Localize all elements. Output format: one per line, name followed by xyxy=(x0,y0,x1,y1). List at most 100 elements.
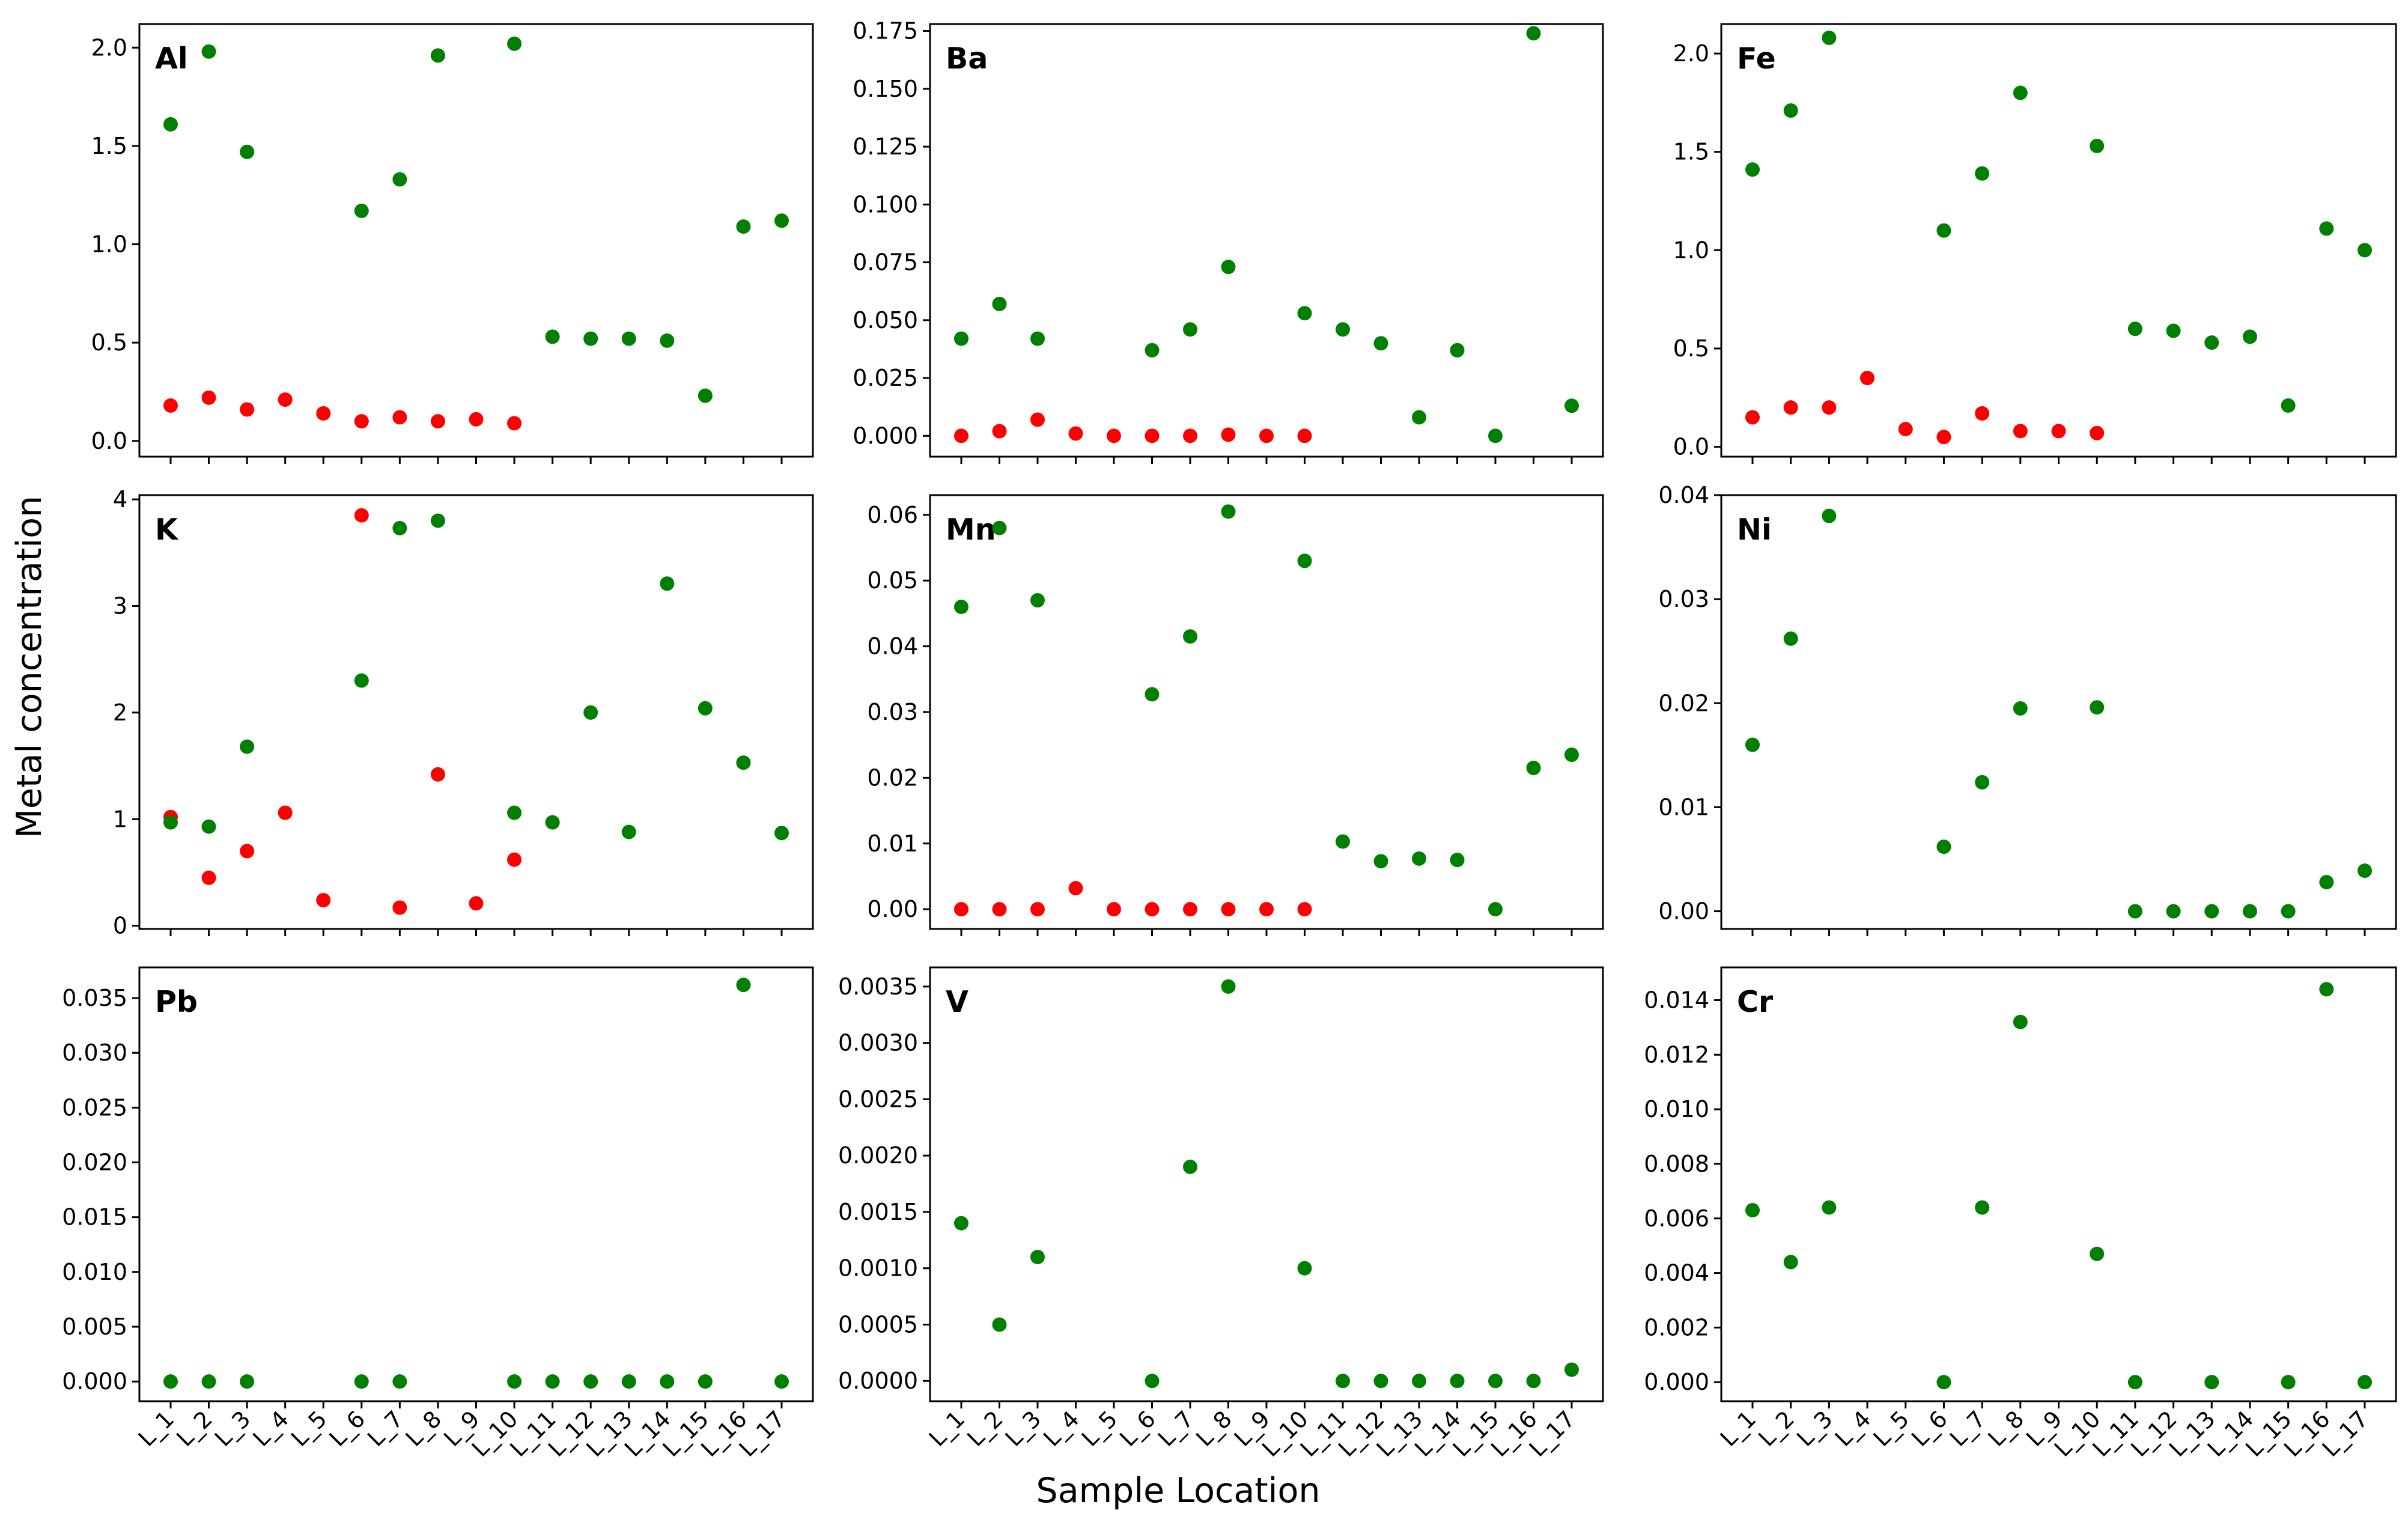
data-point-red xyxy=(1975,406,1990,421)
data-point-red xyxy=(1221,902,1236,917)
data-point-green xyxy=(1373,854,1388,869)
data-point-green xyxy=(507,805,522,820)
data-point-green xyxy=(430,48,445,63)
y-tick-label: 0.5 xyxy=(91,329,127,356)
data-point-green xyxy=(2090,1246,2105,1261)
y-tick-label: 0.004 xyxy=(1644,1260,1709,1286)
y-tick-label: 0.0 xyxy=(91,428,127,454)
data-point-green xyxy=(1183,322,1197,337)
data-point-red xyxy=(1068,881,1083,896)
data-point-red xyxy=(1107,902,1121,917)
data-point-green xyxy=(1145,687,1160,702)
y-tick-label: 1.5 xyxy=(91,133,127,159)
data-point-green xyxy=(1221,979,1236,994)
panel-pb: Pb 0.000 0.005 0.010 0.015 0.020 0.025 0.030 0.0… xyxy=(62,966,814,1462)
data-point-green xyxy=(1745,162,1760,177)
data-point-green xyxy=(2090,700,2105,715)
data-point-red xyxy=(507,852,522,867)
y-tick-label: 0.010 xyxy=(1644,1096,1709,1122)
data-point-red xyxy=(507,416,522,431)
data-point-red xyxy=(1068,426,1083,441)
y-tick-label: 0.0015 xyxy=(838,1199,918,1225)
y-tick-label: 0.0035 xyxy=(838,973,918,1000)
y-tick-label: 1.5 xyxy=(1673,139,1709,165)
data-point-green xyxy=(698,1374,713,1389)
data-point-red xyxy=(430,414,445,429)
panel-title: Mn xyxy=(946,513,996,547)
data-point-green xyxy=(1488,428,1503,443)
data-point-green xyxy=(2204,335,2219,350)
data-point-green xyxy=(1183,629,1197,644)
data-point-green xyxy=(736,755,751,770)
y-tick-label: 0 xyxy=(113,913,127,939)
data-point-green xyxy=(583,331,598,346)
panel-title: Al xyxy=(155,41,188,76)
y-tick-label: 0.025 xyxy=(62,1094,127,1121)
y-tick-label: 0.035 xyxy=(62,985,127,1011)
y-tick-label: 0.075 xyxy=(853,249,918,276)
y-tick-label: 0.02 xyxy=(1658,690,1709,716)
data-point-green xyxy=(1822,30,1837,45)
data-point-red xyxy=(278,392,293,407)
y-tick-label: 0.008 xyxy=(1644,1151,1709,1177)
y-tick-label: 0.04 xyxy=(867,633,918,660)
data-point-green xyxy=(2281,904,2296,919)
panel-al: Al 0.0 0.5 1.0 1.5 2.0 xyxy=(91,23,814,464)
data-point-green xyxy=(2127,321,2142,336)
y-tick-label: 0.014 xyxy=(1644,987,1709,1013)
x-tick-label: L_5 xyxy=(1868,1405,1914,1452)
y-tick-label: 0.125 xyxy=(853,133,918,160)
data-point-green xyxy=(1936,223,1951,238)
data-point-green xyxy=(240,144,255,159)
y-tick-label: 0.000 xyxy=(1644,1369,1709,1395)
data-point-green xyxy=(1745,1203,1760,1218)
data-point-green xyxy=(1975,166,1990,181)
data-point-green xyxy=(2204,904,2219,919)
panel-ni: Ni 0.00 0.01 0.02 0.03 0.04 xyxy=(1658,482,2397,936)
data-point-green xyxy=(2204,1375,2219,1390)
data-point-green xyxy=(2281,1375,2296,1390)
data-point-green xyxy=(736,978,751,993)
data-point-green xyxy=(163,815,178,830)
data-point-red xyxy=(992,902,1007,917)
data-point-green xyxy=(2127,904,2142,919)
x-tick-label: L_1 xyxy=(133,1405,180,1452)
x-tick-label: L_3 xyxy=(210,1405,256,1452)
panel-title: Cr xyxy=(1737,985,1774,1019)
data-point-red xyxy=(1145,902,1160,917)
y-tick-label: 0.04 xyxy=(1658,482,1709,508)
panels: Al0.00.51.01.52.0 Ba0.0000.0250.0500.0750… xyxy=(62,18,2397,1462)
data-point-red xyxy=(1145,428,1160,443)
data-point-green xyxy=(2242,329,2257,344)
data-point-red xyxy=(163,398,178,413)
x-tick-label: L_8 xyxy=(1983,1405,2029,1452)
data-point-green xyxy=(1450,342,1465,358)
y-tick-label: 0.006 xyxy=(1644,1205,1709,1232)
y-tick-label: 0.01 xyxy=(867,830,918,857)
panel-title: Ni xyxy=(1737,513,1772,547)
x-tick-label: L_1 xyxy=(924,1405,970,1452)
data-point-green xyxy=(2127,1375,2142,1390)
y-tick-label: 0.000 xyxy=(853,422,918,449)
data-point-green xyxy=(240,1374,255,1389)
data-point-green xyxy=(545,1374,560,1389)
x-tick-label: L_2 xyxy=(1753,1405,1799,1452)
data-point-red xyxy=(1183,428,1197,443)
data-point-green xyxy=(1336,1374,1350,1389)
data-point-green xyxy=(774,1374,789,1389)
data-point-red xyxy=(469,412,484,427)
y-tick-label: 2.0 xyxy=(1673,40,1709,67)
data-point-green xyxy=(240,739,255,754)
axes-frame xyxy=(929,966,1604,1402)
data-point-green xyxy=(2358,863,2372,878)
data-point-green xyxy=(354,1374,369,1389)
data-point-green xyxy=(1373,1374,1388,1389)
x-tick-label: L_5 xyxy=(1077,1405,1123,1452)
data-point-green xyxy=(1975,775,1990,790)
x-tick-label: L_4 xyxy=(1830,1405,1876,1452)
x-tick-label: L_8 xyxy=(1191,1405,1237,1452)
data-point-red xyxy=(1030,902,1045,917)
data-point-green xyxy=(354,203,369,218)
y-tick-label: 0.0020 xyxy=(838,1142,918,1169)
